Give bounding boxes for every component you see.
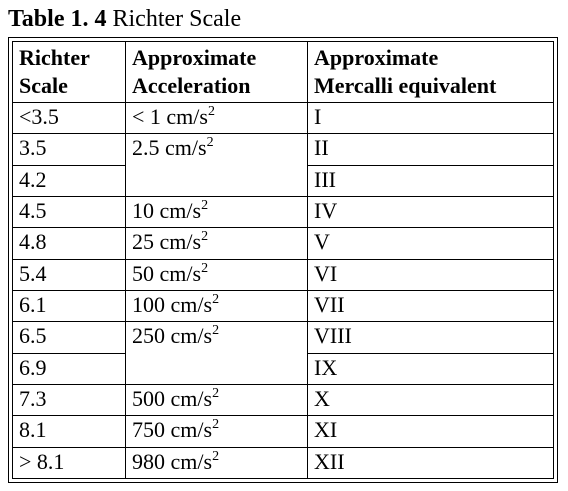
acceleration-cell: 50 cm/s2 <box>125 258 308 291</box>
table-row: 7.3 500 cm/s2 X <box>12 383 554 417</box>
table-row: 4.2 III <box>12 164 554 197</box>
acceleration-cell: 980 cm/s2 <box>125 446 308 480</box>
header-approximate-acceleration: Approximate Acceleration <box>125 41 308 103</box>
header-richter-scale: Richter Scale <box>12 41 126 103</box>
header-mercalli-equivalent: Approximate Mercalli equivalent <box>307 41 554 103</box>
mercalli-cell: I <box>307 101 554 135</box>
table-caption-label: Table 1. 4 <box>8 6 107 32</box>
richter-table: Richter Scale Approximate Acceleration A… <box>12 41 554 480</box>
acceleration-cell: 750 cm/s2 <box>125 415 308 448</box>
mercalli-cell: XI <box>307 415 554 448</box>
richter-cell: 5.4 <box>12 258 126 291</box>
mercalli-cell: VI <box>307 258 554 291</box>
richter-cell: <3.5 <box>12 101 126 135</box>
table-caption: Table 1. 4 Richter Scale <box>8 4 241 34</box>
richter-cell: 7.3 <box>12 383 126 417</box>
acceleration-cell: 500 cm/s2 <box>125 383 308 417</box>
table-row: 8.1 750 cm/s2 XI <box>12 415 554 448</box>
table-row: 5.4 50 cm/s2 VI <box>12 258 554 291</box>
acceleration-cell: < 1 cm/s2 <box>125 101 308 135</box>
acceleration-cell: 2.5 cm/s2 <box>125 133 308 197</box>
table-row: 6.9 IX <box>12 352 554 385</box>
acceleration-cell: 10 cm/s2 <box>125 195 308 229</box>
richter-cell: 6.5 <box>12 321 126 354</box>
acceleration-cell: 25 cm/s2 <box>125 227 308 260</box>
mercalli-cell: IV <box>307 195 554 229</box>
table-caption-title: Richter Scale <box>112 6 242 32</box>
mercalli-cell: VIII <box>307 321 554 354</box>
table-row: 4.8 25 cm/s2 V <box>12 227 554 260</box>
table-row: <3.5 < 1 cm/s2 I <box>12 101 554 135</box>
mercalli-cell: XII <box>307 446 554 480</box>
table-row: 4.5 10 cm/s2 IV <box>12 195 554 229</box>
richter-cell: 6.1 <box>12 289 126 323</box>
table-row: 6.1 100 cm/s2 VII <box>12 289 554 323</box>
acceleration-cell: 250 cm/s2 <box>125 321 308 385</box>
richter-cell: 4.8 <box>12 227 126 260</box>
richter-table-frame: Richter Scale Approximate Acceleration A… <box>8 37 558 483</box>
richter-cell: 4.5 <box>12 195 126 229</box>
richter-cell: 3.5 <box>12 133 126 166</box>
mercalli-cell: X <box>307 383 554 417</box>
richter-cell: 6.9 <box>12 352 126 385</box>
mercalli-cell: V <box>307 227 554 260</box>
acceleration-cell: 100 cm/s2 <box>125 289 308 323</box>
table-header-row: Richter Scale Approximate Acceleration A… <box>12 41 554 103</box>
mercalli-cell: VII <box>307 289 554 323</box>
mercalli-cell: II <box>307 133 554 166</box>
mercalli-cell: IX <box>307 352 554 385</box>
richter-cell: 8.1 <box>12 415 126 448</box>
table-row: > 8.1 980 cm/s2 XII <box>12 446 554 480</box>
richter-cell: 4.2 <box>12 164 126 197</box>
table-row: 3.5 2.5 cm/s2 II <box>12 133 554 197</box>
richter-cell: > 8.1 <box>12 446 126 480</box>
table-row: 6.5 250 cm/s2 VIII <box>12 321 554 385</box>
mercalli-cell: III <box>307 164 554 197</box>
